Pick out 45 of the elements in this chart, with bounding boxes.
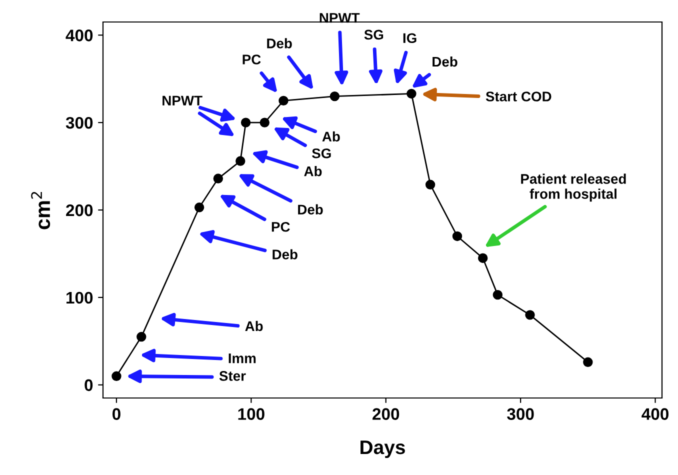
y-tick-label: 300 (66, 116, 93, 129)
point (112, 371, 122, 381)
y-axis-title: cm$^{2}$ (31, 192, 50, 230)
x-tick-label: 200 (372, 408, 400, 420)
point (425, 180, 436, 190)
annotation: Deb (272, 249, 298, 260)
point (525, 310, 535, 320)
x-tick-label: 300 (507, 408, 534, 420)
annotation: Ab (245, 320, 263, 332)
annotation: SG (312, 148, 331, 158)
point (583, 357, 593, 368)
annotation: Deb (432, 56, 458, 67)
annotation: NPWT (162, 96, 202, 106)
annotation: Deb (267, 38, 292, 48)
annotation: Patient released from hospital (521, 174, 626, 202)
point (136, 332, 146, 342)
annotation: PC (242, 54, 261, 64)
point (452, 231, 462, 242)
annotation: SG (364, 30, 384, 40)
x-tick-label: 100 (238, 408, 264, 420)
point (278, 96, 288, 106)
x-tick-label: 400 (642, 408, 668, 420)
point (260, 118, 270, 128)
annotation: Ab (322, 131, 340, 142)
y-tick-label: 100 (66, 292, 93, 304)
annotation: Ab (304, 166, 322, 176)
annotation: IG (403, 33, 416, 44)
annotation: Deb (298, 204, 323, 215)
point (213, 174, 224, 184)
annotation: PC (272, 222, 290, 232)
point (492, 290, 503, 300)
y-tick-label: 0 (84, 379, 93, 392)
point (240, 118, 251, 128)
point (194, 202, 204, 212)
point (478, 253, 488, 263)
annotation: Ster (219, 371, 246, 381)
y-tick-label: 400 (66, 30, 93, 42)
point (406, 88, 416, 99)
annotation: Start COD (486, 92, 552, 102)
annotation: Imm (228, 354, 256, 364)
x-axis-title: Days (360, 440, 405, 458)
point (330, 91, 340, 102)
x-tick-label: 0 (112, 408, 120, 420)
y-tick-label: 200 (66, 204, 93, 216)
point (236, 156, 246, 166)
